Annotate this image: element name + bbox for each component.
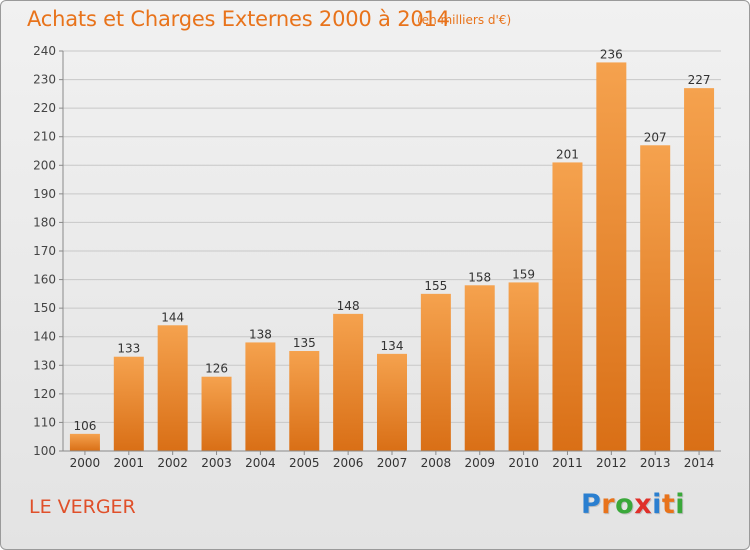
x-tick-label: 2009 [464, 456, 495, 470]
x-tick-label: 2001 [114, 456, 145, 470]
logo-letter: i [675, 489, 686, 520]
bar [552, 162, 583, 451]
data-label: 207 [644, 130, 667, 144]
x-tick-label: 2006 [333, 456, 364, 470]
y-tick-label: 190 [33, 187, 56, 201]
x-tick-label: 2011 [552, 456, 583, 470]
chart-subtitle: (en milliers d'€) [417, 13, 512, 27]
y-tick-label: 110 [33, 415, 56, 429]
x-tick-label: 2013 [640, 456, 671, 470]
logo-letter: x [634, 489, 653, 520]
bar [640, 145, 671, 452]
x-tick-label: 2010 [508, 456, 539, 470]
data-label: 138 [249, 327, 272, 341]
data-label: 148 [337, 299, 360, 313]
x-tick-label: 2000 [70, 456, 101, 470]
y-tick-label: 120 [33, 387, 56, 401]
x-tick-label: 2007 [377, 456, 408, 470]
bar [333, 313, 364, 451]
y-tick-label: 200 [33, 158, 56, 172]
x-tick-label: 2012 [596, 456, 627, 470]
y-tick-label: 140 [33, 330, 56, 344]
y-tick-label: 150 [33, 301, 56, 315]
data-label: 126 [205, 362, 228, 376]
y-tick-label: 220 [33, 101, 56, 115]
logo-letter: t [661, 489, 676, 520]
y-tick-label: 100 [33, 444, 56, 458]
data-label: 144 [161, 310, 184, 324]
y-tick-label: 170 [33, 244, 56, 258]
x-tick-label: 2003 [201, 456, 232, 470]
logo-letter: r [601, 489, 616, 520]
bar [420, 293, 451, 451]
x-tick-label: 2014 [684, 456, 715, 470]
bar [464, 285, 495, 451]
data-label: 155 [424, 279, 447, 293]
y-tick-label: 230 [33, 73, 56, 87]
x-tick-label: 2005 [289, 456, 320, 470]
bar [289, 351, 320, 451]
bar [69, 433, 100, 451]
data-label: 158 [468, 270, 491, 284]
chart-title: Achats et Charges Externes 2000 à 2014 [27, 7, 450, 31]
data-label: 201 [556, 147, 579, 161]
x-tick-label: 2008 [421, 456, 452, 470]
data-label: 159 [512, 267, 535, 281]
data-label: 236 [600, 47, 623, 61]
bar [113, 356, 144, 451]
x-tick-label: 2004 [245, 456, 276, 470]
bar [245, 342, 276, 451]
logo-letter: o [615, 489, 635, 520]
commune-name: LE VERGER [29, 496, 136, 518]
bar [201, 376, 232, 451]
data-label: 133 [117, 342, 140, 356]
data-label: 106 [73, 419, 96, 433]
y-tick-label: 130 [33, 358, 56, 372]
x-tick-label: 2002 [157, 456, 188, 470]
y-tick-label: 210 [33, 130, 56, 144]
bar [157, 325, 188, 451]
logo-letter: P [581, 489, 602, 520]
logo-letter: i [652, 489, 662, 520]
bar [684, 88, 715, 452]
data-label: 134 [381, 339, 404, 353]
data-label: 227 [688, 73, 711, 87]
bar [508, 282, 539, 451]
bar [596, 62, 627, 452]
y-tick-label: 160 [33, 273, 56, 287]
proxiti-logo[interactable]: Proxiti [581, 489, 685, 520]
data-label: 135 [293, 336, 316, 350]
y-tick-label: 240 [33, 44, 56, 58]
y-tick-label: 180 [33, 215, 56, 229]
bar [377, 353, 407, 451]
